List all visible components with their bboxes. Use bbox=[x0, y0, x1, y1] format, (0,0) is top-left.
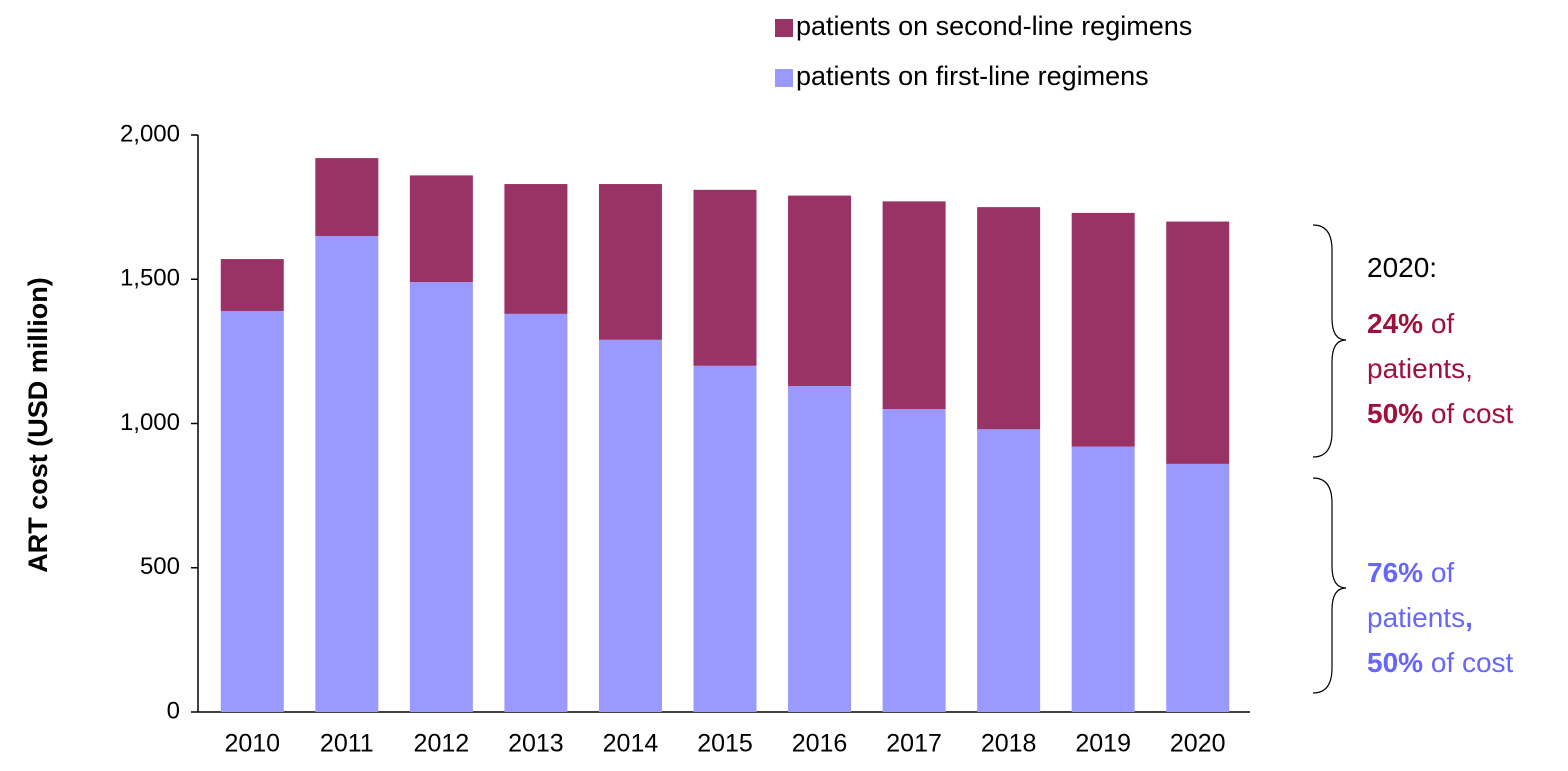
annotation-segment: 2020: bbox=[1367, 252, 1437, 283]
bar-segment bbox=[977, 429, 1041, 712]
y-axis-label: ART cost (USD million) bbox=[23, 277, 53, 573]
bar-segment bbox=[1166, 463, 1230, 712]
y-tick-label: 1,000 bbox=[120, 409, 180, 436]
bar-segment bbox=[504, 313, 568, 712]
annotation-segment: of cost bbox=[1423, 398, 1513, 429]
legend-label: patients on first-line regimens bbox=[796, 61, 1149, 91]
x-tick-label: 2010 bbox=[224, 730, 280, 758]
brace bbox=[1312, 224, 1347, 458]
legend-swatch bbox=[775, 19, 793, 37]
x-tick-label: 2017 bbox=[886, 730, 942, 758]
y-tick-label: 0 bbox=[167, 697, 180, 724]
bar-segment bbox=[220, 310, 284, 712]
annotation-segment: 50% bbox=[1367, 398, 1423, 429]
annotation: 50% of cost bbox=[1367, 647, 1514, 678]
annotation-segment: patients bbox=[1367, 602, 1465, 633]
bar-segment bbox=[598, 339, 662, 712]
bar-segment bbox=[220, 259, 284, 311]
y-tick-label: 2,000 bbox=[120, 120, 180, 147]
bar-segment bbox=[882, 201, 946, 410]
annotation: 76% of bbox=[1367, 557, 1454, 588]
annotation-segment: 76% bbox=[1367, 557, 1423, 588]
x-tick-label: 2018 bbox=[981, 730, 1037, 758]
annotation-segment: of bbox=[1423, 308, 1454, 339]
x-tick-label: 2011 bbox=[320, 730, 374, 758]
bar-segment bbox=[788, 385, 852, 712]
bar-segment bbox=[882, 409, 946, 712]
x-tick-label: 2019 bbox=[1075, 730, 1131, 758]
annotation-segment: patients, bbox=[1367, 353, 1473, 384]
bar-segment bbox=[409, 175, 473, 283]
x-tick-label: 2016 bbox=[792, 730, 848, 758]
bar-segment bbox=[693, 365, 757, 712]
annotation: 24% of bbox=[1367, 308, 1454, 339]
annotation-segment: 24% bbox=[1367, 308, 1423, 339]
bar-segment bbox=[504, 184, 568, 314]
x-tick-label: 2014 bbox=[603, 730, 659, 758]
annotation: 2020: bbox=[1367, 252, 1437, 283]
y-tick-label: 1,500 bbox=[120, 265, 180, 292]
x-tick-label: 2012 bbox=[414, 730, 470, 758]
bar-segment bbox=[977, 207, 1041, 430]
bar-segment bbox=[409, 282, 473, 712]
bar-segment bbox=[315, 235, 379, 712]
annotation-segment: of cost bbox=[1423, 647, 1513, 678]
x-tick-label: 2013 bbox=[508, 730, 564, 758]
annotation: patients, bbox=[1367, 602, 1473, 633]
bar-segment bbox=[788, 195, 852, 386]
brace bbox=[1312, 477, 1347, 694]
annotation: patients, bbox=[1367, 353, 1473, 384]
x-tick-label: 2020 bbox=[1170, 730, 1226, 758]
annotation: 50% of cost bbox=[1367, 398, 1514, 429]
legend-label: patients on second-line regimens bbox=[796, 11, 1192, 41]
bar-segment bbox=[1166, 221, 1230, 464]
annotation-segment: of bbox=[1423, 557, 1454, 588]
bar-segment bbox=[1071, 446, 1135, 712]
annotation-segment: , bbox=[1465, 602, 1473, 633]
y-tick-label: 500 bbox=[140, 553, 180, 580]
bar-segment bbox=[598, 184, 662, 340]
bar-segment bbox=[1071, 212, 1135, 447]
bar-segment bbox=[315, 158, 379, 236]
legend-swatch bbox=[775, 69, 793, 87]
annotation-segment: 50% bbox=[1367, 647, 1423, 678]
bar-segment bbox=[693, 189, 757, 366]
x-tick-label: 2015 bbox=[697, 730, 753, 758]
